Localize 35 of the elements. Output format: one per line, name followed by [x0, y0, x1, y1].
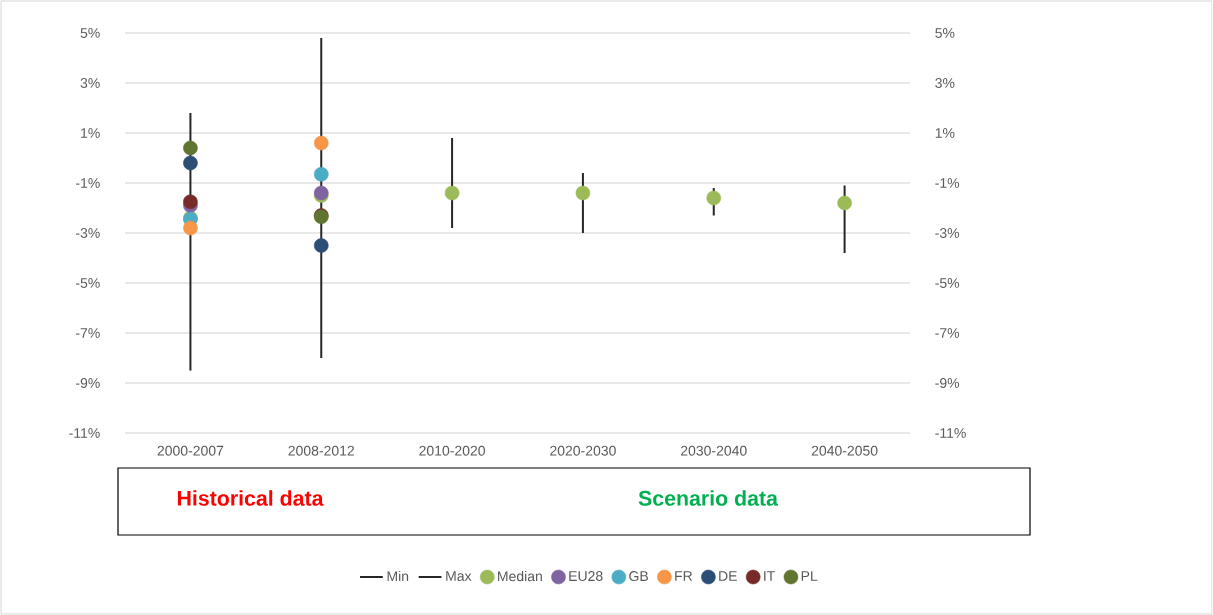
legend-label: Max — [446, 571, 472, 581]
x-tick-label: 2040-2050 — [811, 445, 878, 456]
y2-tick-label: -11% — [935, 428, 966, 438]
text: Scenario data — [638, 490, 779, 506]
y-tick-label: -11% — [69, 428, 100, 438]
legend-label: FR — [675, 571, 693, 581]
text: Historical data — [177, 490, 324, 506]
y2-tick-label: 5% — [935, 28, 955, 38]
y-tick-label: -3% — [76, 228, 100, 238]
legend-label: EU28 — [569, 571, 603, 582]
x-tick-label: 2008-2012 — [288, 445, 354, 456]
legend-label: DE — [719, 571, 737, 581]
y2-tick-label: -5% — [935, 278, 960, 288]
x-tick-label: 2000-2007 — [157, 445, 224, 456]
y-tick-label: 1% — [81, 128, 100, 138]
y-tick-label: 5% — [80, 28, 100, 38]
legend-label: Min — [387, 570, 409, 582]
y-tick-label: 3% — [80, 78, 100, 88]
y2-tick-label: 1% — [935, 128, 955, 138]
legend-label: IT — [764, 571, 775, 581]
x-tick-label: 2010-2020 — [419, 445, 485, 456]
y2-tick-label: -3% — [935, 228, 960, 238]
y-tick-label: -5% — [76, 278, 100, 288]
y2-tick-label: 3% — [935, 78, 955, 88]
y2-tick-label: -7% — [935, 328, 960, 338]
y2-tick-label: -9% — [935, 378, 960, 388]
x-tick-label: 2030-2040 — [680, 445, 747, 456]
legend-label: PL — [801, 571, 818, 581]
y2-tick-label: -1% — [935, 178, 960, 188]
y-tick-label: -1% — [76, 178, 100, 188]
x-tick-label: 2020-2030 — [550, 445, 616, 456]
y-tick-label: -7% — [76, 328, 100, 338]
legend-label: GB — [629, 571, 648, 582]
legend-label: Median — [498, 570, 542, 582]
y-tick-label: -9% — [76, 378, 100, 388]
